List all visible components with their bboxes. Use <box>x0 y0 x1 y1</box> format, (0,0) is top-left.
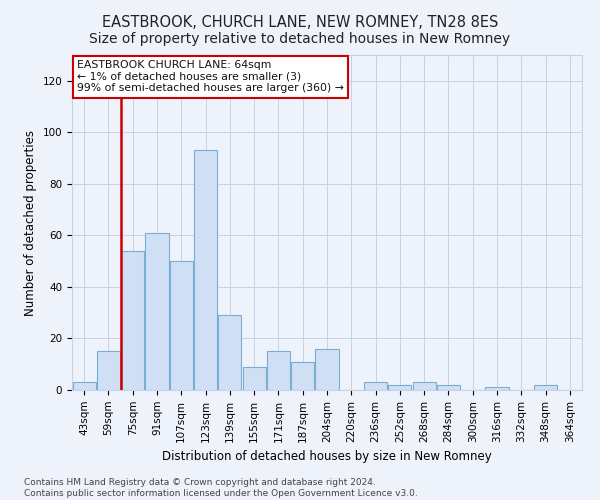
Bar <box>437 385 460 390</box>
X-axis label: Distribution of detached houses by size in New Romney: Distribution of detached houses by size … <box>162 450 492 463</box>
Bar <box>242 367 266 390</box>
Bar <box>388 385 412 390</box>
Bar <box>194 150 217 390</box>
Bar <box>218 316 241 390</box>
Bar <box>97 352 120 390</box>
Text: EASTBROOK CHURCH LANE: 64sqm
← 1% of detached houses are smaller (3)
99% of semi: EASTBROOK CHURCH LANE: 64sqm ← 1% of det… <box>77 60 344 93</box>
Bar <box>267 352 290 390</box>
Bar <box>145 233 169 390</box>
Bar <box>73 382 95 390</box>
Bar <box>364 382 387 390</box>
Y-axis label: Number of detached properties: Number of detached properties <box>24 130 37 316</box>
Bar <box>121 251 144 390</box>
Bar <box>170 261 193 390</box>
Bar <box>291 362 314 390</box>
Text: Contains HM Land Registry data © Crown copyright and database right 2024.
Contai: Contains HM Land Registry data © Crown c… <box>24 478 418 498</box>
Text: Size of property relative to detached houses in New Romney: Size of property relative to detached ho… <box>89 32 511 46</box>
Bar <box>316 349 338 390</box>
Bar <box>413 382 436 390</box>
Bar <box>485 388 509 390</box>
Bar <box>534 385 557 390</box>
Text: EASTBROOK, CHURCH LANE, NEW ROMNEY, TN28 8ES: EASTBROOK, CHURCH LANE, NEW ROMNEY, TN28… <box>102 15 498 30</box>
